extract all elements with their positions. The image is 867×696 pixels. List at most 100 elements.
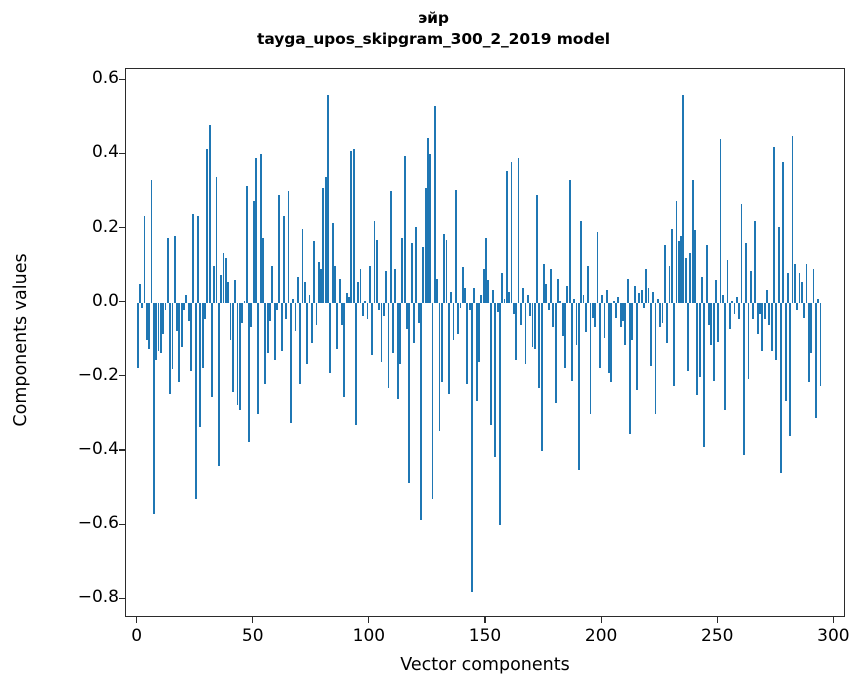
- bar: [624, 302, 627, 346]
- bar: [601, 295, 604, 303]
- bar: [480, 295, 483, 303]
- bar: [485, 237, 487, 303]
- y-tick-label: −0.8: [77, 587, 119, 608]
- y-tick-label: −0.4: [77, 439, 119, 460]
- bar: [670, 228, 673, 303]
- bar: [673, 302, 676, 387]
- bar: [557, 278, 559, 303]
- bar: [283, 215, 285, 303]
- chart-title-line-1: эйр: [418, 9, 449, 27]
- bar: [726, 260, 729, 303]
- y-tick-mark: [119, 226, 125, 229]
- bar: [691, 180, 694, 303]
- bar: [352, 148, 355, 303]
- bar: [375, 239, 378, 303]
- bar: [245, 185, 248, 303]
- bar: [742, 302, 745, 455]
- bar: [659, 302, 662, 327]
- bar: [136, 302, 139, 368]
- bar: [615, 302, 617, 318]
- bar: [787, 273, 789, 303]
- bar: [687, 302, 689, 372]
- bar: [575, 302, 578, 346]
- bar: [559, 300, 562, 303]
- bar: [294, 302, 297, 331]
- bar: [626, 278, 629, 303]
- bar: [522, 287, 525, 303]
- bar: [422, 247, 425, 303]
- bar: [155, 302, 158, 361]
- bar: [459, 302, 462, 309]
- y-tick-mark: [119, 78, 125, 80]
- bar: [540, 302, 543, 452]
- bar: [447, 302, 450, 394]
- bar: [220, 274, 223, 303]
- bar: [443, 234, 446, 303]
- bar: [798, 273, 801, 303]
- y-tick-mark: [119, 375, 125, 377]
- bar: [162, 302, 165, 335]
- bar: [396, 302, 399, 400]
- bar: [222, 252, 225, 303]
- bar: [387, 302, 390, 388]
- bar: [348, 297, 350, 303]
- bar: [680, 235, 682, 303]
- bar: [278, 195, 281, 303]
- bar: [677, 241, 680, 303]
- bar: [466, 302, 469, 385]
- bar: [631, 302, 634, 340]
- bar: [612, 300, 615, 303]
- bar: [457, 302, 460, 335]
- bar: [164, 302, 167, 311]
- x-tick-mark: [600, 617, 602, 623]
- bar: [271, 265, 274, 303]
- bar: [524, 302, 527, 364]
- bar: [756, 302, 759, 335]
- bar: [217, 302, 220, 466]
- bar: [554, 302, 557, 403]
- bar: [715, 280, 717, 303]
- x-tick-label: 50: [241, 626, 264, 646]
- bar: [747, 302, 750, 379]
- y-tick-label: 0.4: [91, 142, 119, 163]
- bar: [250, 302, 253, 327]
- bar: [433, 106, 436, 303]
- bar: [482, 269, 485, 303]
- x-tick-label: 100: [352, 626, 386, 646]
- bar: [299, 302, 302, 385]
- chart-title-line-2: tayga_upos_skipgram_300_2_2019 model: [257, 30, 610, 49]
- bar: [171, 302, 174, 370]
- bar: [629, 302, 631, 435]
- bar: [334, 265, 336, 303]
- bar: [197, 215, 199, 303]
- bar: [571, 302, 573, 381]
- bar: [368, 265, 371, 303]
- x-tick-mark: [136, 617, 138, 623]
- x-tick-mark: [832, 617, 834, 623]
- bar: [568, 180, 571, 303]
- bar: [187, 302, 190, 322]
- bar: [698, 302, 701, 377]
- bar: [357, 282, 360, 303]
- bar: [343, 302, 346, 398]
- bar: [315, 302, 318, 325]
- bar: [436, 278, 439, 303]
- bar: [596, 232, 599, 303]
- bar: [547, 302, 550, 311]
- bar: [633, 286, 636, 303]
- bar: [503, 298, 506, 303]
- bar: [793, 263, 796, 303]
- bar: [721, 295, 724, 303]
- bar: [157, 302, 160, 351]
- bar: [322, 187, 325, 303]
- bar: [259, 154, 262, 303]
- bar: [150, 180, 153, 303]
- plot-axes: [125, 68, 845, 617]
- bar: [329, 302, 332, 374]
- bar: [817, 298, 820, 303]
- x-tick-label: 300: [817, 626, 850, 646]
- bar: [159, 302, 162, 353]
- bar: [649, 302, 652, 366]
- bar: [394, 269, 397, 303]
- bar: [475, 302, 478, 401]
